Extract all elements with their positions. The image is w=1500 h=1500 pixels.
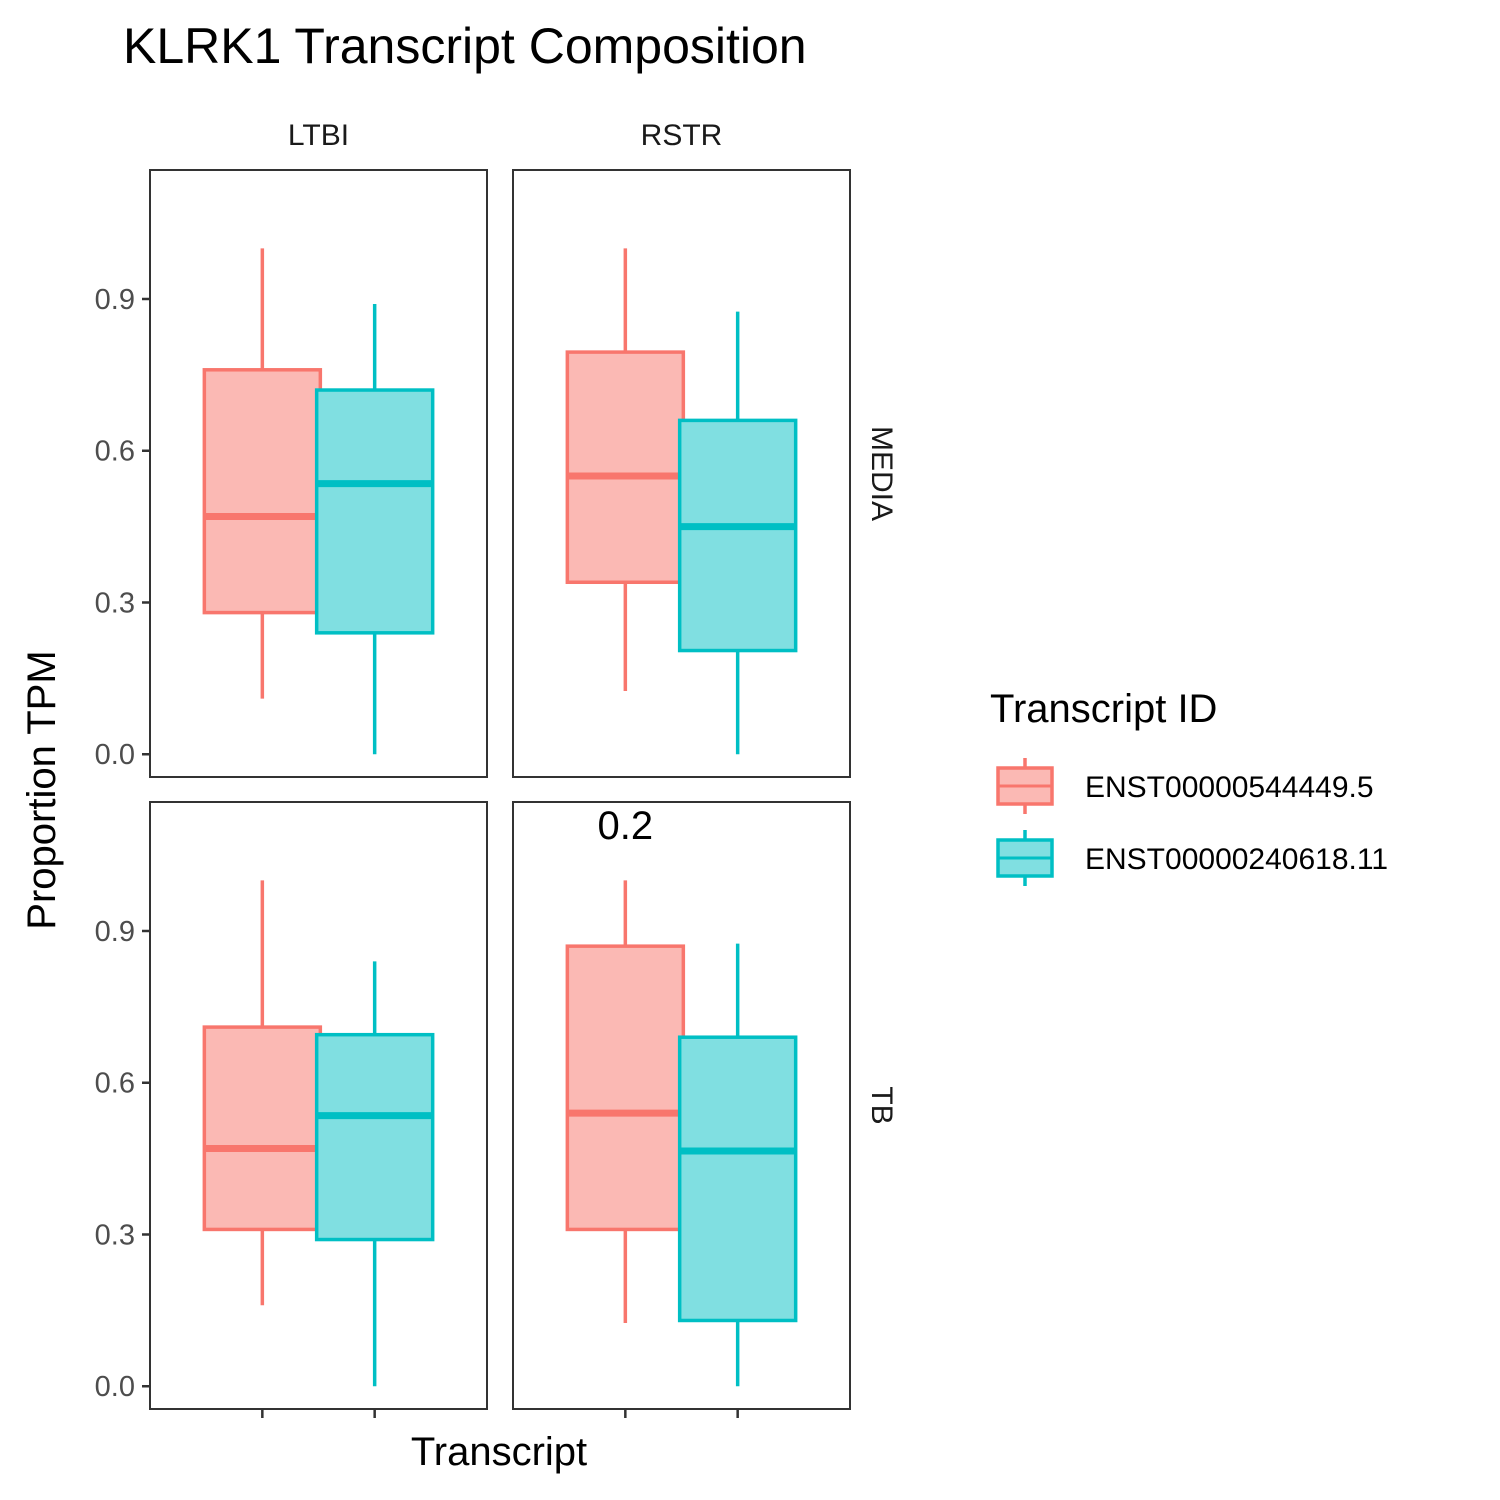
box-rstr-media-2 xyxy=(677,311,798,755)
y-tick-label: 0.9 xyxy=(95,916,135,948)
annotation-label: 0.2 xyxy=(598,804,654,848)
strip-label-tb: TB xyxy=(865,1086,898,1124)
strip-label-ltbi: LTBI xyxy=(288,119,349,152)
box-body xyxy=(677,1035,798,1323)
legend-title: Transcript ID xyxy=(990,687,1217,731)
strip-label-media: MEDIA xyxy=(865,426,898,521)
box-ltbi-media-1 xyxy=(202,248,323,699)
box-body xyxy=(677,418,798,653)
box-ltbi-tb-2 xyxy=(314,961,435,1387)
box-rstr-tb-2 xyxy=(677,943,798,1387)
box-body xyxy=(565,944,686,1232)
box-body xyxy=(314,388,435,635)
legend-entry-1: ENST00000544449.5 xyxy=(996,758,1374,814)
y-tick-label: 0.0 xyxy=(95,739,135,771)
y-tick-label: 0.6 xyxy=(95,436,135,468)
legend: Transcript ID ENST00000544449.5 ENST00000… xyxy=(990,687,1388,886)
box-rstr-tb-1 xyxy=(565,880,686,1324)
legend-label: ENST00000544449.5 xyxy=(1085,771,1374,804)
box-marks: 0.2 xyxy=(202,248,798,1387)
legend-entry-2: ENST00000240618.11 xyxy=(996,830,1388,886)
x-axis-title: Transcript xyxy=(411,1430,587,1474)
box-ltbi-media-2 xyxy=(314,304,435,755)
y-tick-label: 0.3 xyxy=(95,587,135,619)
box-body xyxy=(565,350,686,585)
box-body xyxy=(202,368,323,615)
y-tick-label: 0.0 xyxy=(95,1371,135,1403)
y-tick-label: 0.3 xyxy=(95,1219,135,1251)
box-ltbi-tb-1 xyxy=(202,880,323,1306)
box-rstr-media-1 xyxy=(565,248,686,692)
chart-title: KLRK1 Transcript Composition xyxy=(123,18,807,74)
y-tick-label: 0.9 xyxy=(95,284,135,316)
strip-label-rstr: RSTR xyxy=(641,119,723,152)
y-tick-label: 0.6 xyxy=(95,1068,135,1100)
legend-label: ENST00000240618.11 xyxy=(1085,843,1388,876)
box-body xyxy=(314,1032,435,1242)
box-body xyxy=(202,1025,323,1232)
y-axis-title: Proportion TPM xyxy=(20,650,64,929)
